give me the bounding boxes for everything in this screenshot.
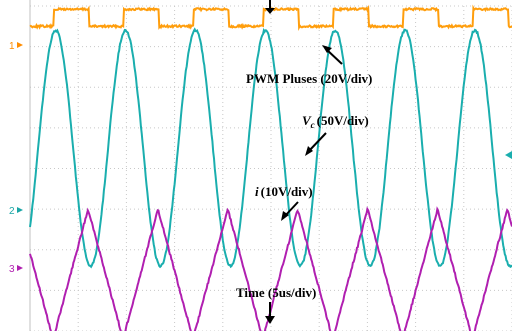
channel-3-marker <box>17 265 23 271</box>
channel-markers: 1 2 3 <box>9 41 23 275</box>
channel-1-marker <box>17 42 23 48</box>
time-annotation: Time (5us/div) <box>236 285 316 300</box>
vc-subscript: c <box>311 120 315 130</box>
i-annotation: i (10V/div) <box>255 184 313 199</box>
right-marker <box>505 151 512 159</box>
i-symbol: i <box>255 184 259 199</box>
annotations: PWM Pluses (20V/div) Vc (50V/div) i (10V/d… <box>236 0 512 324</box>
channel-2-label: 2 <box>9 206 15 217</box>
vc-annotation: Vc (50V/div) <box>302 113 369 130</box>
vc-scale: (50V/div) <box>317 113 369 128</box>
top-trigger-arrowhead <box>265 8 275 14</box>
i-scale: (10V/div) <box>261 184 313 199</box>
channel-2-marker <box>17 207 23 213</box>
series-vc-line <box>30 29 512 267</box>
channel-3-label: 3 <box>9 264 15 275</box>
pwm-annotation: PWM Pluses (20V/div) <box>246 71 372 86</box>
channel-1-label: 1 <box>9 41 15 52</box>
